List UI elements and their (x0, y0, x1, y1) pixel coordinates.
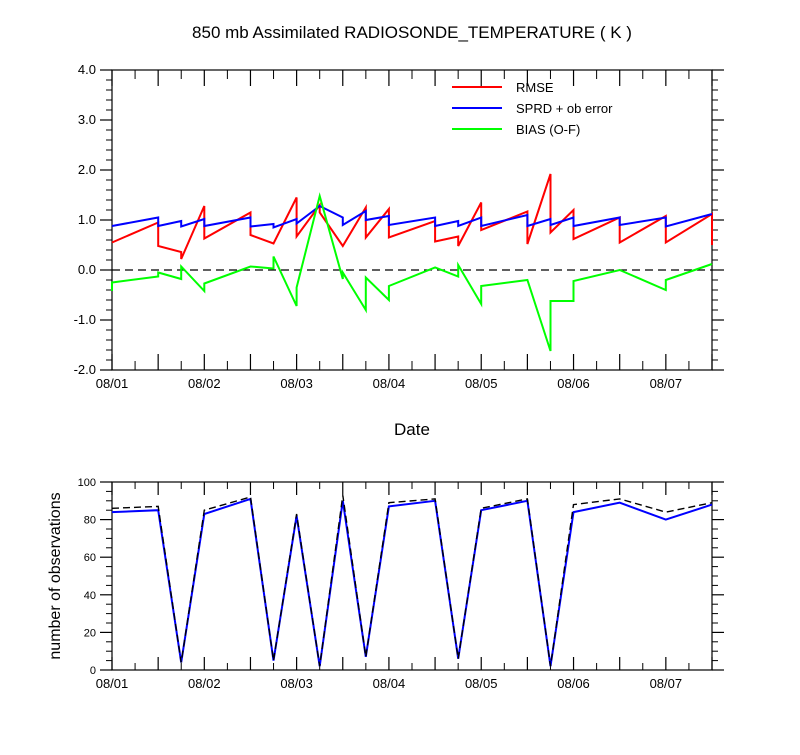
series-line-bias-o-f (111, 192, 713, 352)
y-tick-label: -2.0 (74, 362, 96, 377)
series-line-obs-dashed (111, 495, 713, 667)
y-tick-label: 1.0 (78, 212, 96, 227)
x-tick-label: 08/02 (188, 676, 221, 691)
x-tick-label: 08/04 (373, 376, 406, 391)
y-tick-label: -1.0 (74, 312, 96, 327)
y-tick-label: 20 (84, 627, 96, 639)
legend-label: BIAS (O-F) (516, 122, 580, 137)
x-tick-label: 08/05 (465, 376, 498, 391)
chart-title: 850 mb Assimilated RADIOSONDE_TEMPERATUR… (192, 23, 632, 42)
y-tick-label: 100 (78, 477, 96, 489)
observation-count-chart: 08/01 08/02 08/03 08/04 08/05 08/06 08/07 0 20 40… (47, 477, 724, 691)
series-line-sprd-ob-error (111, 204, 713, 229)
y-tick-label: 0.0 (78, 262, 96, 277)
x-tick-label: 08/03 (280, 376, 313, 391)
y-tick-label: 2.0 (78, 162, 96, 177)
x-tick-label: 08/02 (188, 376, 221, 391)
y-tick-label: 60 (84, 552, 96, 564)
y-tick-label: 40 (84, 590, 96, 602)
x-tick-label: 08/07 (650, 676, 683, 691)
assimilation-stats-chart: 08/01 08/02 08/03 08/04 08/05 08/06 08/07 -2.0 -… (74, 23, 724, 439)
x-tick-label: 08/03 (280, 676, 313, 691)
x-tick-label: 08/05 (465, 676, 498, 691)
legend-label: SPRD + ob error (516, 101, 613, 116)
legend-label: RMSE (516, 80, 554, 95)
series-line-rmse (111, 173, 713, 260)
x-tick-label: 08/07 (650, 376, 683, 391)
y-tick-label: 3.0 (78, 112, 96, 127)
y-axis-label: number of observations (47, 492, 64, 659)
plot-frame (111, 481, 713, 671)
x-tick-label: 08/01 (96, 676, 129, 691)
series-line-obs-solid (111, 497, 713, 667)
y-tick-label: 4.0 (78, 62, 96, 77)
y-tick-label: 0 (90, 665, 96, 677)
x-tick-label: 08/06 (557, 676, 590, 691)
y-tick-label: 80 (84, 515, 96, 527)
x-axis-label: Date (394, 420, 430, 439)
x-tick-label: 08/04 (373, 676, 406, 691)
x-tick-label: 08/06 (557, 376, 590, 391)
x-tick-label: 08/01 (96, 376, 129, 391)
